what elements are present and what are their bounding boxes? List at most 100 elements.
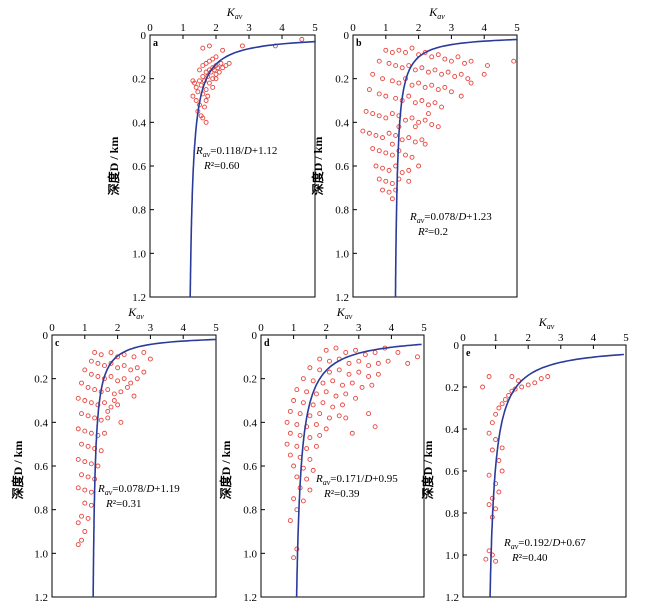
data-point <box>82 500 88 506</box>
plot-frame <box>260 334 425 598</box>
y-tick-label: 0.6 <box>34 461 48 473</box>
x-tick-label: 2 <box>115 322 121 334</box>
data-point <box>383 93 389 99</box>
data-point <box>445 69 451 75</box>
panel-e: 0 1 2 3 4 5 0 0.2 0.4 0.6 0.8 1.0 1.2 Kav 深度D / km e Rav… <box>420 315 629 604</box>
y-tick-label: 0 <box>43 330 49 342</box>
data-point <box>403 152 408 158</box>
data-point <box>121 376 127 382</box>
panel-label: b <box>356 38 362 49</box>
data-point <box>82 398 88 403</box>
data-point <box>299 36 305 42</box>
data-point <box>197 78 202 84</box>
data-point <box>82 428 88 434</box>
data-point <box>372 350 378 355</box>
data-point <box>310 402 316 408</box>
panel-c: 0 1 2 3 4 5 0 0.2 0.4 0.6 0.8 1.0 1.2 Kav 深度D / km c Rav… <box>10 305 219 604</box>
data-point <box>366 363 372 369</box>
data-point <box>287 452 293 458</box>
data-point <box>389 141 395 147</box>
data-point <box>465 76 471 82</box>
y-tick-label: 0.2 <box>34 374 48 386</box>
data-point <box>320 400 326 406</box>
data-point <box>88 400 94 406</box>
data-point <box>396 80 402 86</box>
data-point <box>193 98 199 103</box>
data-point <box>389 152 395 158</box>
data-point <box>419 98 425 103</box>
data-point <box>340 402 345 408</box>
data-point <box>373 163 379 169</box>
data-point <box>386 60 392 66</box>
y-tick-label: 0 <box>454 340 460 352</box>
data-point <box>373 132 379 138</box>
data-point <box>336 413 342 419</box>
data-point <box>370 111 376 117</box>
data-point <box>462 60 467 66</box>
data-point <box>493 411 499 417</box>
data-point <box>406 167 412 173</box>
x-tick-label: 3 <box>148 322 154 334</box>
y-tick-label: 0.8 <box>335 205 349 217</box>
data-point <box>291 398 297 403</box>
data-point <box>532 380 538 386</box>
y-tick-label: 0 <box>141 30 147 42</box>
data-point <box>483 556 489 562</box>
fit-curve <box>189 40 316 297</box>
x-tick-label: 2 <box>213 22 219 34</box>
x-tick-label: 3 <box>558 332 564 344</box>
data-point <box>239 43 245 49</box>
data-point <box>203 87 209 93</box>
data-point <box>85 413 91 419</box>
x-tick-label: 1 <box>493 332 499 344</box>
data-point <box>200 74 206 79</box>
data-point <box>85 443 91 449</box>
data-point <box>115 365 121 371</box>
data-point <box>393 63 399 69</box>
data-point <box>376 58 382 64</box>
data-point <box>412 100 418 106</box>
data-point <box>92 387 98 393</box>
data-point <box>310 467 316 473</box>
y-tick-label: 1.2 <box>445 592 459 604</box>
data-point <box>198 82 204 88</box>
data-point <box>380 135 385 141</box>
data-point <box>216 69 222 75</box>
data-point <box>131 393 137 399</box>
data-point <box>330 404 336 410</box>
x-tick-label: 5 <box>514 22 520 34</box>
y-tick-label: 1.2 <box>132 292 146 304</box>
data-point <box>297 411 303 417</box>
data-point <box>105 387 111 393</box>
data-point <box>200 115 206 121</box>
data-point <box>383 47 389 53</box>
data-point <box>203 119 209 125</box>
data-point <box>313 422 319 427</box>
data-point <box>399 65 405 71</box>
data-point <box>349 430 355 436</box>
data-point <box>82 459 88 465</box>
data-point <box>92 415 98 421</box>
x-tick-label: 0 <box>460 332 466 344</box>
fit-equation-e: Rav=0.192/D+0.67 <box>503 537 586 551</box>
r-squared-e: R²=0.40 <box>511 552 548 564</box>
data-point <box>545 374 551 379</box>
data-point <box>409 45 415 51</box>
data-point <box>317 411 323 417</box>
data-point <box>213 54 219 60</box>
y-tick-label: 1.2 <box>243 592 257 604</box>
data-point <box>320 380 326 386</box>
data-point <box>102 400 107 406</box>
data-point <box>108 360 114 366</box>
data-point <box>85 384 91 390</box>
data-point <box>307 457 313 462</box>
x-tick-label: 3 <box>356 322 362 334</box>
panel-label: d <box>264 338 270 349</box>
data-point <box>380 76 385 82</box>
data-point <box>489 495 495 501</box>
data-point <box>197 67 202 73</box>
data-point <box>406 178 412 184</box>
data-point <box>370 71 376 77</box>
data-point <box>79 441 84 447</box>
